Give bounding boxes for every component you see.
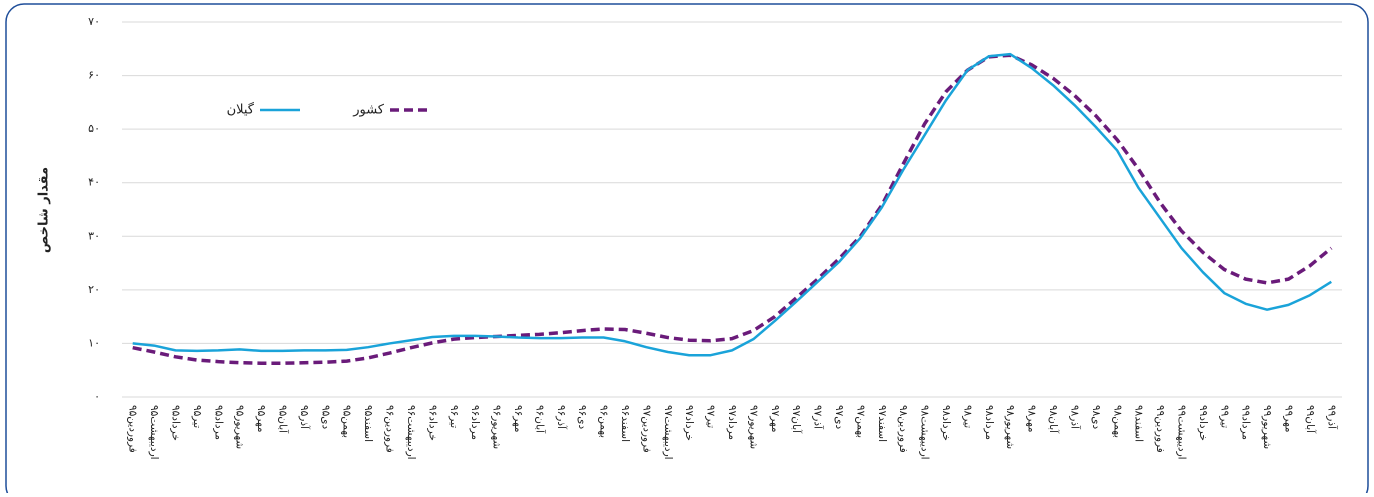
x-tick-label: دی۹۷ bbox=[833, 405, 845, 429]
x-tick-label: مرداد۹۸ bbox=[983, 405, 995, 440]
line-series bbox=[132, 53, 1333, 365]
x-tick-label: آبان۹۹ bbox=[1304, 405, 1317, 434]
y-tick-label: ۷۰ bbox=[88, 15, 100, 28]
line-series bbox=[132, 52, 1332, 357]
x-tick-label: اردیبهشت۹۷ bbox=[662, 405, 674, 460]
x-tick-label: مرداد۹۷ bbox=[726, 405, 738, 440]
x-tick-label: خرداد۹۷ bbox=[683, 405, 695, 441]
x-tick-label: اردیبهشت۹۵ bbox=[148, 405, 160, 460]
legend-label: گیلان bbox=[227, 102, 255, 118]
x-tick-label: اردیبهشت۹۹ bbox=[1175, 405, 1187, 460]
x-tick-label: بهمن۹۸ bbox=[1111, 405, 1123, 438]
x-tick-label: دی۹۶ bbox=[576, 405, 588, 429]
x-tick-label: مرداد۹۶ bbox=[469, 405, 481, 440]
x-tick-label: بهمن۹۷ bbox=[854, 405, 866, 438]
x-tick-label: تیر۹۷ bbox=[705, 405, 717, 428]
frame bbox=[5, 3, 1369, 497]
x-tick-label: مهر۹۶ bbox=[512, 405, 524, 433]
x-tick-label: آذر۹۷ bbox=[812, 405, 825, 430]
y-tick-label: ۳۰ bbox=[88, 229, 100, 242]
x-tick-label: اسفند۹۷ bbox=[876, 405, 888, 442]
x-tick-label: فروردین۹۹ bbox=[1154, 405, 1166, 453]
x-tick-label: خرداد۹۸ bbox=[940, 405, 952, 441]
x-tick-label: اردیبهشت۹۸ bbox=[919, 405, 931, 460]
y-axis-title: مقدار شاخص bbox=[37, 167, 52, 253]
x-tick-label: مرداد۹۵ bbox=[212, 405, 224, 440]
x-tick-label: اسفند۹۵ bbox=[362, 405, 374, 442]
x-tick-label: خرداد۹۹ bbox=[1197, 405, 1209, 441]
y-tick-label: ۴۰ bbox=[88, 176, 100, 189]
y-tick-label: ۰ bbox=[94, 390, 100, 403]
x-tick-label: آبان۹۸ bbox=[1047, 405, 1060, 434]
x-tick-label: آبان۹۶ bbox=[533, 405, 546, 434]
x-tick-label: اسفند۹۶ bbox=[619, 405, 631, 442]
x-tick-label: خرداد۹۵ bbox=[170, 405, 182, 441]
x-tick-label: شهریور۹۶ bbox=[491, 405, 503, 449]
x-tick-label: تیر۹۶ bbox=[448, 405, 460, 428]
y-tick-label: ۲۰ bbox=[88, 283, 100, 296]
x-tick-label: فروردین۹۸ bbox=[897, 405, 909, 453]
x-tick-label: تیر۹۵ bbox=[191, 405, 203, 428]
x-tick-label: مهر۹۸ bbox=[1026, 405, 1038, 433]
x-tick-label: شهریور۹۹ bbox=[1261, 405, 1273, 449]
x-tick-label: اردیبهشت۹۶ bbox=[405, 405, 417, 460]
y-tick-label: ۱۰ bbox=[88, 336, 100, 349]
x-tick-label: آذر۹۵ bbox=[298, 405, 311, 430]
legend-label: کشور bbox=[352, 103, 385, 118]
x-tick-label: خرداد۹۶ bbox=[426, 405, 438, 441]
x-tick-label: فروردین۹۶ bbox=[384, 405, 396, 453]
x-tick-label: بهمن۹۵ bbox=[341, 405, 353, 438]
x-tick-label: بهمن۹۶ bbox=[598, 405, 610, 438]
x-tick-label: دی۹۸ bbox=[1090, 405, 1102, 429]
x-tick-label: آذر۹۸ bbox=[1068, 405, 1081, 430]
x-tick-label: آذر۹۶ bbox=[555, 405, 568, 430]
x-tick-label: شهریور۹۸ bbox=[1004, 405, 1016, 449]
x-tick-label: مهر۹۹ bbox=[1282, 405, 1294, 433]
x-tick-label: تیر۹۹ bbox=[1218, 405, 1230, 428]
x-tick-label: آذر۹۹ bbox=[1325, 405, 1338, 430]
x-tick-label: مهر۹۷ bbox=[769, 405, 781, 433]
x-tick-label: آبان۹۵ bbox=[277, 405, 290, 434]
x-tick-label: مهر۹۵ bbox=[255, 405, 267, 433]
y-tick-label: ۶۰ bbox=[88, 69, 100, 82]
x-tick-label: فروردین۹۵ bbox=[127, 405, 139, 453]
x-tick-label: اسفند۹۸ bbox=[1133, 405, 1145, 442]
x-tick-label: مرداد۹۹ bbox=[1240, 405, 1252, 440]
x-tick-label: آبان۹۷ bbox=[790, 405, 803, 434]
x-tick-label: فروردین۹۷ bbox=[640, 405, 652, 453]
y-tick-label: ۵۰ bbox=[88, 122, 100, 135]
x-tick-label: تیر۹۸ bbox=[961, 405, 973, 428]
x-tick-label: شهریور۹۷ bbox=[747, 405, 759, 449]
x-tick-label: دی۹۵ bbox=[319, 405, 331, 429]
x-tick-label: شهریور۹۵ bbox=[234, 405, 246, 449]
